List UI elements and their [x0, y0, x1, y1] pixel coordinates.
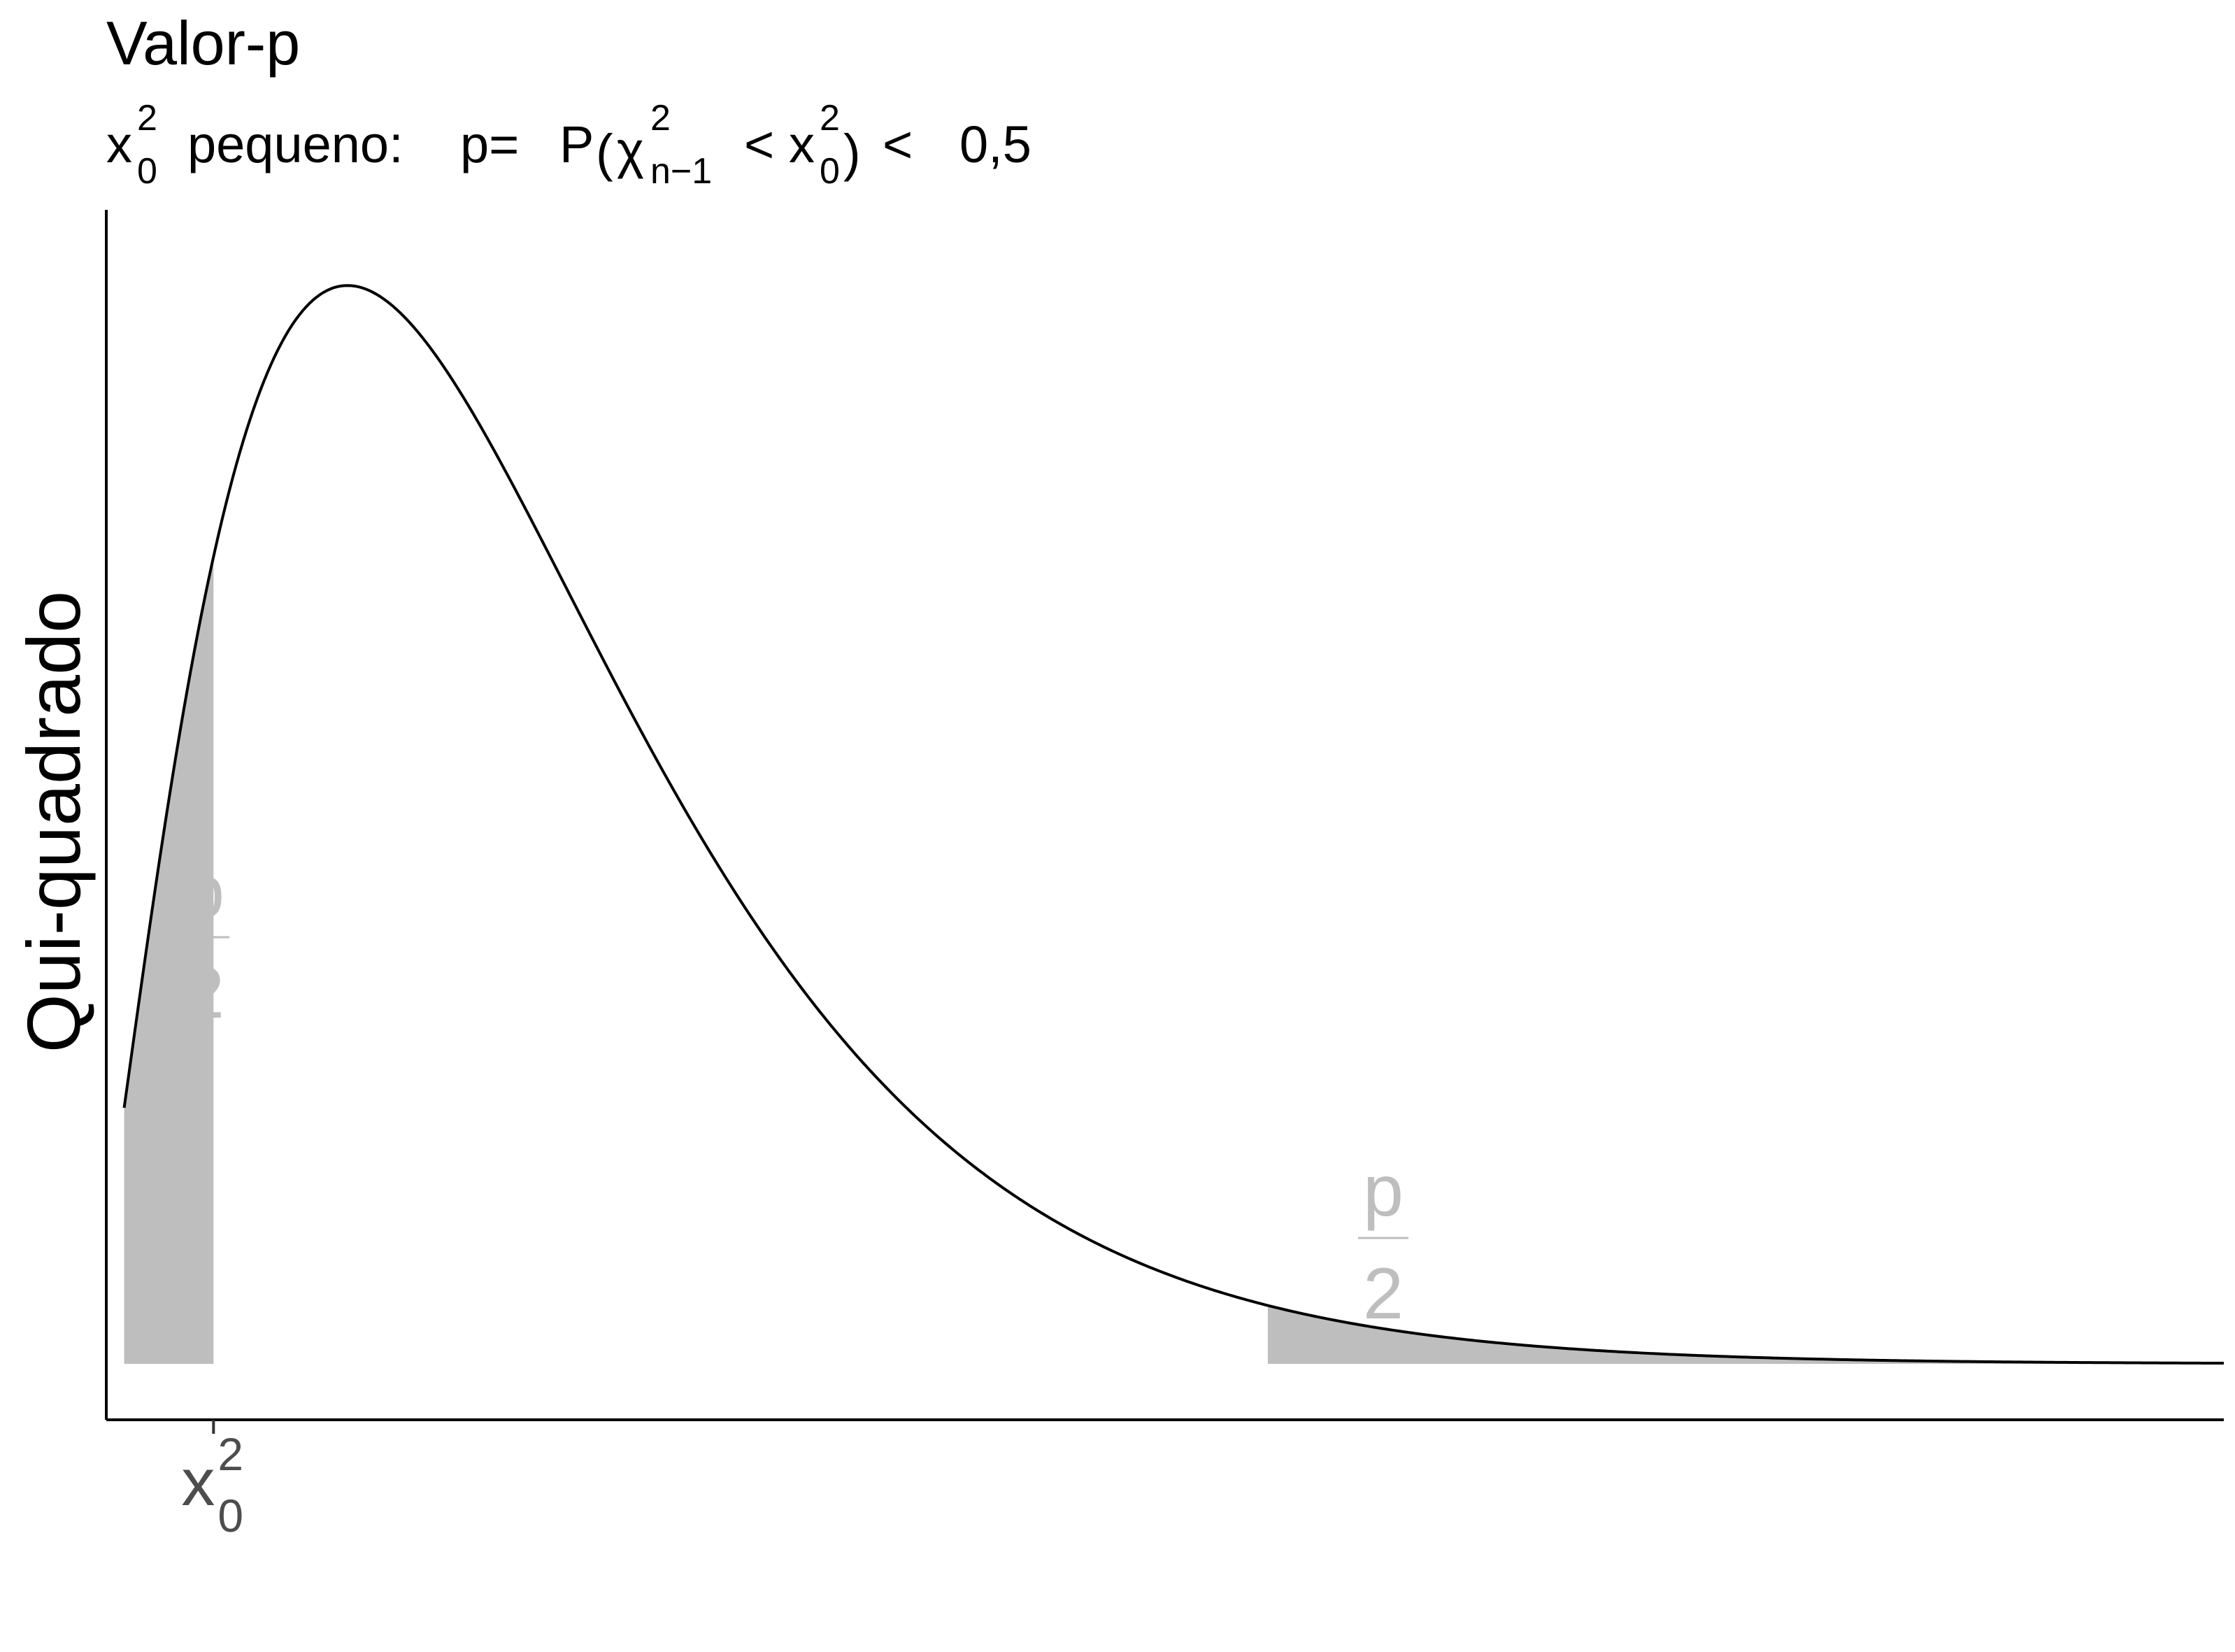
subtitle-x0-sub: 0	[137, 151, 157, 192]
chart-title: Valor-p	[106, 8, 300, 78]
p-half-right-den: 2	[1363, 1253, 1404, 1334]
subtitle-x-sub: 0	[820, 151, 840, 192]
p-half-right-num: p	[1363, 1151, 1404, 1232]
x-tick-label-base: x	[181, 1445, 215, 1520]
subtitle-p-eq: p=	[460, 115, 519, 173]
x-tick: x 2 0	[181, 1420, 243, 1541]
subtitle-lt-1: <	[744, 115, 774, 173]
p-half-label-right: p 2	[1358, 1151, 1408, 1334]
subtitle-lt-2: <	[883, 115, 913, 173]
p-half-left-den: 2	[184, 953, 224, 1034]
subtitle-P: P	[559, 115, 594, 173]
subtitle-x0: x	[106, 115, 132, 173]
subtitle-chi: χ	[617, 121, 644, 179]
shaded-tail-right	[1267, 1305, 2224, 1364]
shaded-regions	[124, 557, 2224, 1364]
shaded-tail-left	[124, 557, 214, 1364]
subtitle-value: 0,5	[959, 115, 1031, 173]
subtitle-x: x	[789, 115, 815, 173]
x-tick-label-sub: 0	[217, 1490, 243, 1541]
x-tick-label-sup: 2	[217, 1428, 243, 1480]
density-curve	[122, 284, 2225, 1365]
subtitle-pequeno: pequeno:	[187, 115, 404, 173]
subtitle-x0-sup: 2	[137, 98, 157, 138]
subtitle-chi-sup: 2	[650, 98, 671, 138]
p-half-left-num: p	[184, 851, 224, 932]
y-axis-label: Qui-quadrado	[11, 591, 96, 1053]
subtitle-chi-sub: n−1	[650, 151, 712, 192]
p-half-label-left: p 2	[179, 851, 229, 1034]
subtitle-x-sup: 2	[820, 98, 840, 138]
subtitle-close-paren: )	[843, 124, 861, 182]
chart-subtitle: x 2 0 pequeno: p= P ( χ 2 n−1 < x 2 0 ) …	[106, 98, 1031, 192]
subtitle-open-paren: (	[596, 124, 613, 182]
